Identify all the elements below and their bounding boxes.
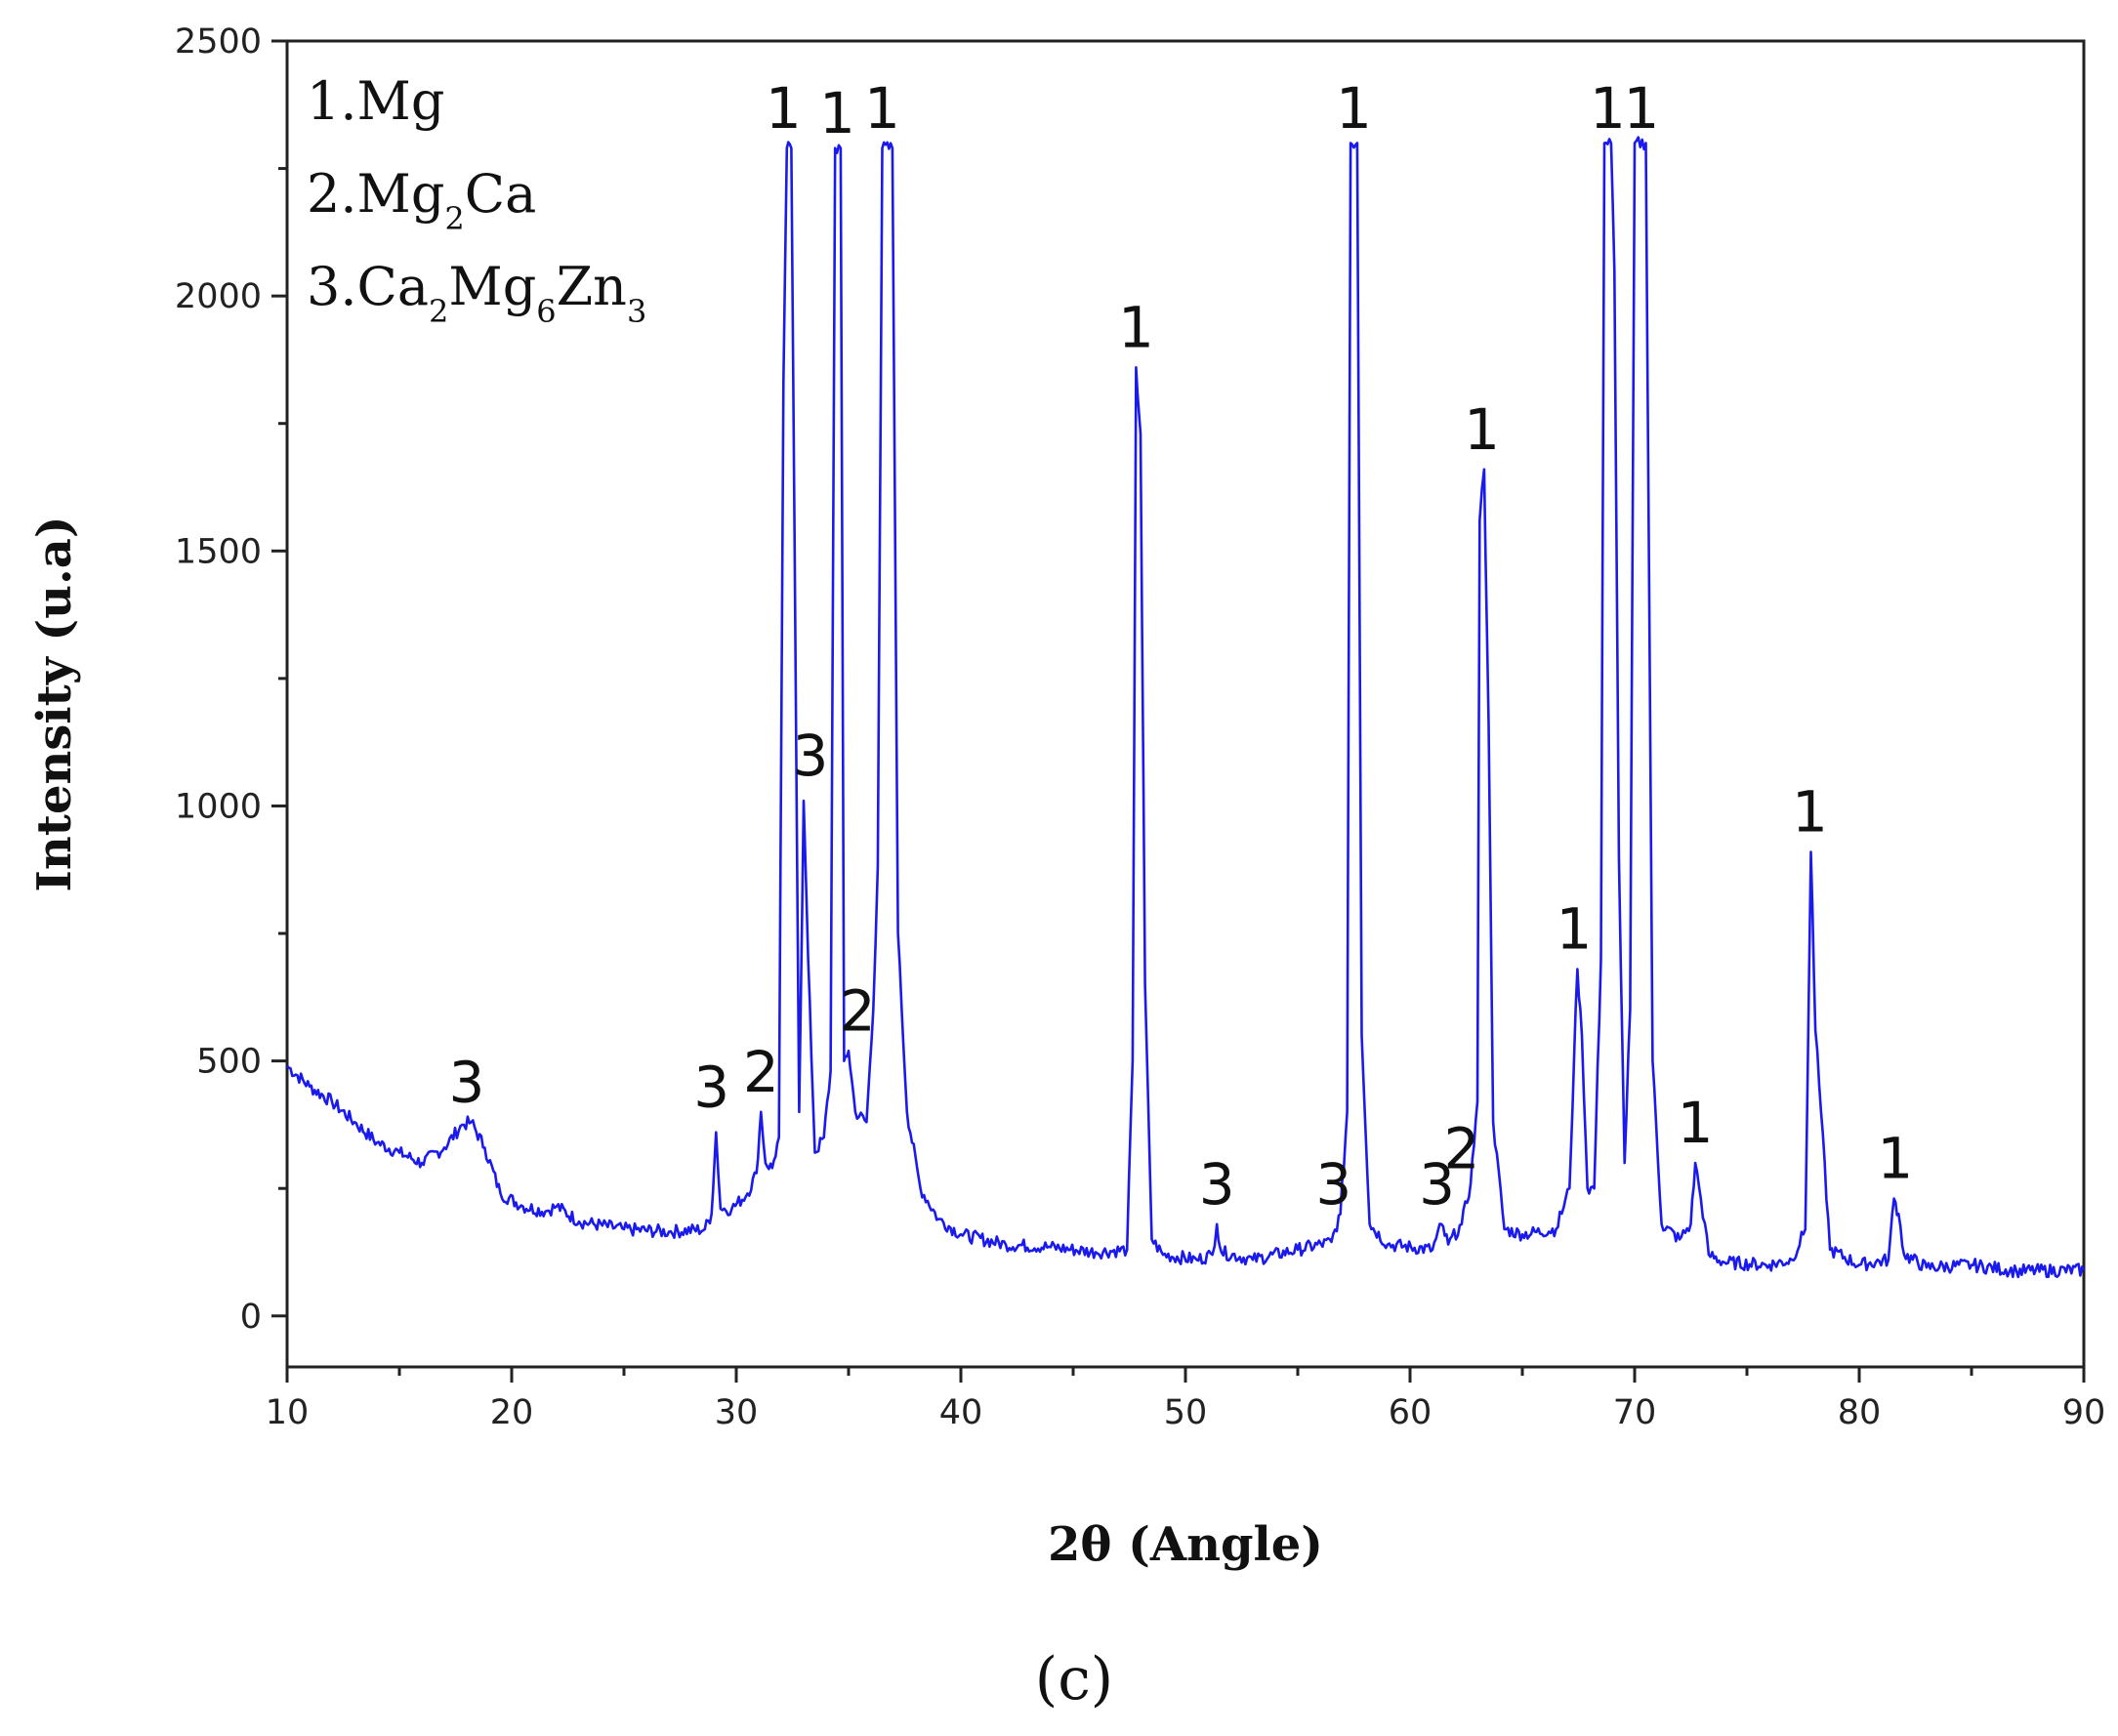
peak-label: 3 bbox=[693, 1054, 729, 1121]
legend-subscript: 6 bbox=[536, 293, 556, 330]
x-tick-label: 70 bbox=[1613, 1393, 1657, 1432]
legend-text-part: Zn bbox=[557, 256, 627, 317]
peak-label: 1 bbox=[1556, 896, 1592, 963]
x-tick-label: 30 bbox=[715, 1393, 759, 1432]
peak-label: 3 bbox=[1315, 1151, 1351, 1218]
peak-label: 3 bbox=[449, 1049, 485, 1115]
x-tick-label: 50 bbox=[1164, 1393, 1208, 1432]
legend-text-part: Mg bbox=[357, 163, 445, 225]
peak-label: 1 bbox=[1792, 779, 1828, 846]
y-tick-label: 500 bbox=[196, 1043, 262, 1082]
tick-labels: 10 20 30 40 50 60 70 80 90 0 500 1000 1500 2000 2500 bbox=[175, 22, 2105, 1432]
plot-frame bbox=[285, 39, 2086, 1369]
peak-label: 3 bbox=[792, 723, 828, 789]
y-tick-label: 1000 bbox=[175, 787, 262, 826]
x-axis-title: 2θ (Angle) bbox=[1048, 1517, 1323, 1572]
y-tick-label: 2500 bbox=[175, 22, 262, 62]
x-tick-label: 10 bbox=[266, 1393, 310, 1432]
x-tick-label: 40 bbox=[939, 1393, 983, 1432]
legend-text-part: Mg bbox=[357, 70, 445, 132]
legend-entry-prefix: 2. bbox=[307, 163, 357, 225]
peak-label: 3 bbox=[1419, 1151, 1455, 1218]
peak-label: 1 bbox=[864, 75, 900, 142]
series-line-0 bbox=[286, 136, 2086, 1279]
x-tick-label: 80 bbox=[1838, 1393, 1882, 1432]
x-tick-label: 60 bbox=[1389, 1393, 1433, 1432]
peak-label: 2 bbox=[743, 1039, 779, 1105]
y-tick-label: 0 bbox=[240, 1298, 262, 1337]
y-tick-label: 1500 bbox=[175, 532, 262, 571]
peak-label: 1 bbox=[1877, 1126, 1913, 1192]
peak-label: 1 bbox=[1336, 75, 1372, 142]
peak-label: 1 bbox=[766, 75, 802, 142]
peak-label: 1 bbox=[819, 80, 855, 146]
legend-entry-prefix: 1. bbox=[307, 70, 357, 132]
peak-label: 1 bbox=[1590, 75, 1626, 142]
peak-label: 1 bbox=[1678, 1090, 1714, 1156]
peak-label: 3 bbox=[1199, 1151, 1235, 1218]
peak-label: 2 bbox=[840, 977, 876, 1044]
axis-ticks bbox=[271, 39, 2086, 1383]
peak-label: 1 bbox=[1118, 294, 1154, 360]
legend-entry: 2.Mg2Ca bbox=[307, 163, 536, 237]
peak-label: 1 bbox=[1623, 75, 1659, 142]
legend-subscript: 2 bbox=[444, 200, 464, 237]
figure-caption: (c) bbox=[1035, 1645, 1113, 1714]
series-layer bbox=[286, 136, 2086, 1279]
legend-text-part: Ca bbox=[465, 163, 537, 225]
legend-entry: 3.Ca2Mg6Zn3 bbox=[307, 256, 646, 330]
legend-text-part: Ca bbox=[357, 256, 430, 317]
y-axis-title: Intensity (u.a) bbox=[27, 516, 82, 891]
legend-entry-prefix: 3. bbox=[307, 256, 357, 317]
legend-text-part: Mg bbox=[448, 256, 536, 317]
peak-label: 1 bbox=[1464, 396, 1500, 463]
legend-subscript: 3 bbox=[627, 293, 646, 330]
legend-subscript: 2 bbox=[429, 293, 448, 330]
y-tick-label: 2000 bbox=[175, 277, 262, 316]
x-tick-label: 90 bbox=[2062, 1393, 2106, 1432]
peak-label: 2 bbox=[1443, 1115, 1479, 1181]
legend-entry: 1.Mg bbox=[307, 70, 444, 132]
x-tick-label: 20 bbox=[490, 1393, 534, 1432]
